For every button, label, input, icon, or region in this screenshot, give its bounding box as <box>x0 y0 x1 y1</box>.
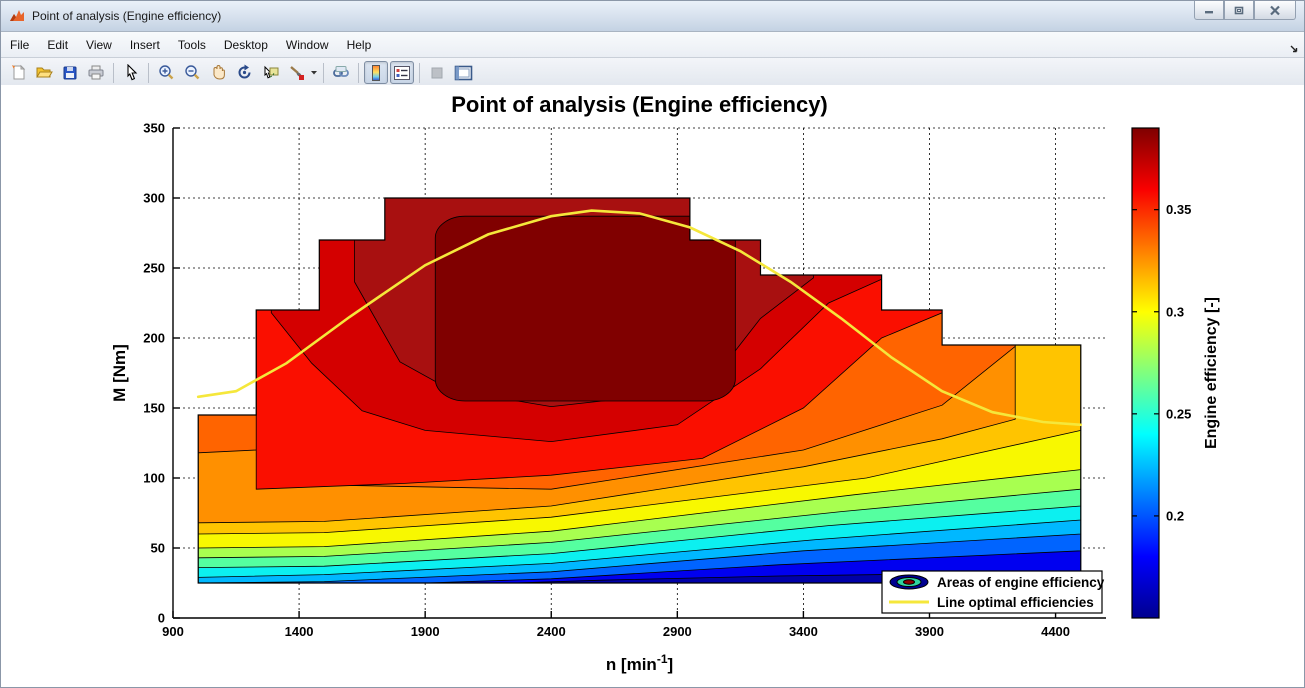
svg-text:4400: 4400 <box>1041 624 1070 639</box>
edit-plot-button[interactable] <box>119 61 143 84</box>
svg-text:2900: 2900 <box>663 624 692 639</box>
svg-text:250: 250 <box>143 261 165 276</box>
menu-window[interactable]: Window <box>285 37 329 52</box>
menu-edit[interactable]: Edit <box>47 37 69 52</box>
colorbar-icon <box>372 64 380 81</box>
title-bar[interactable]: Point of analysis (Engine efficiency) <box>1 1 1304 32</box>
svg-text:2400: 2400 <box>537 624 566 639</box>
figure-canvas: 900 1400 1900 2400 2900 3400 3900 4400 0 50 100 150… <box>1 85 1305 688</box>
legend-entry-areas: Areas of engine efficiency <box>937 575 1105 590</box>
svg-text:1400: 1400 <box>285 624 314 639</box>
legend[interactable]: Areas of engine efficiency Line optimal e… <box>881 570 1105 614</box>
menu-desktop[interactable]: Desktop <box>223 37 268 52</box>
menu-help[interactable]: Help <box>346 37 372 52</box>
svg-text:200: 200 <box>143 331 165 346</box>
brush-data-button[interactable] <box>284 61 308 84</box>
arrow-cursor-icon <box>126 64 137 81</box>
open-file-button[interactable] <box>32 61 56 84</box>
toolbar-separator <box>419 62 420 83</box>
new-document-icon <box>11 64 25 80</box>
svg-text:150: 150 <box>143 401 165 416</box>
optimal-efficiency-line <box>196 209 1083 427</box>
menu-bar: File Edit View Insert Tools Desktop Wind… <box>1 32 1304 58</box>
new-figure-button[interactable] <box>6 61 30 84</box>
hide-plot-tools-button[interactable] <box>425 61 449 84</box>
engine-map-boundary <box>197 197 1082 584</box>
hide-plot-tools-icon <box>431 67 443 78</box>
window-controls <box>1194 1 1296 20</box>
menu-file[interactable]: File <box>10 37 30 52</box>
insert-colorbar-button[interactable] <box>364 61 388 84</box>
zoom-in-button[interactable] <box>154 61 178 84</box>
menu-view[interactable]: View <box>86 37 112 52</box>
svg-text:3900: 3900 <box>915 624 944 639</box>
plot-title: Point of analysis (Engine efficiency) <box>451 92 828 117</box>
svg-text:300: 300 <box>143 191 165 206</box>
toolbar-separator <box>358 62 359 83</box>
menu-tools[interactable]: Tools <box>177 37 206 52</box>
colorbar[interactable]: 0.2 0.25 0.3 0.35 Engine efficiency [-] <box>1131 127 1220 619</box>
svg-text:50: 50 <box>151 541 165 556</box>
matlab-logo-icon <box>8 7 26 25</box>
svg-text:100: 100 <box>143 471 165 486</box>
menubar-overflow-arrow-icon[interactable] <box>1289 40 1298 58</box>
close-button[interactable] <box>1254 1 1296 20</box>
figure-toolbar <box>1 58 1304 88</box>
y-axis-label: M [Nm] <box>110 344 129 402</box>
minimize-button[interactable] <box>1194 1 1224 20</box>
svg-text:3400: 3400 <box>789 624 818 639</box>
legend-entry-line: Line optimal efficiencies <box>937 595 1094 610</box>
svg-text:0.25: 0.25 <box>1166 406 1191 421</box>
toolbar-separator <box>323 62 324 83</box>
brush-dropdown-caret-icon[interactable] <box>309 61 319 84</box>
x-axis-label: n [min-1] <box>606 652 673 674</box>
print-figure-button[interactable] <box>84 61 108 84</box>
contour-bands <box>198 198 1081 583</box>
window-title: Point of analysis (Engine efficiency) <box>32 9 222 23</box>
svg-text:0: 0 <box>158 611 165 626</box>
restore-button[interactable] <box>1224 1 1254 20</box>
show-plot-tools-dock-button[interactable] <box>451 61 475 84</box>
insert-legend-button[interactable] <box>390 61 414 84</box>
svg-text:0.2: 0.2 <box>1166 508 1184 523</box>
printer-icon <box>88 65 104 79</box>
toolbar-separator <box>113 62 114 83</box>
pan-button[interactable] <box>206 61 230 84</box>
zoom-out-icon <box>184 65 199 80</box>
save-floppy-icon <box>63 66 77 79</box>
open-folder-icon <box>36 67 53 78</box>
toolbar-separator <box>148 62 149 83</box>
svg-text:0.35: 0.35 <box>1166 202 1191 217</box>
link-chain-icon <box>333 65 349 77</box>
svg-text:0.3: 0.3 <box>1166 304 1184 319</box>
brush-icon <box>289 66 304 80</box>
data-cursor-button[interactable] <box>258 61 282 84</box>
rotate-icon <box>238 64 250 79</box>
zoom-out-button[interactable] <box>180 61 204 84</box>
svg-text:1900: 1900 <box>411 624 440 639</box>
svg-text:350: 350 <box>143 121 165 136</box>
zoom-in-icon <box>158 65 173 80</box>
dock-figure-icon <box>454 65 472 80</box>
legend-icon <box>394 65 410 80</box>
hand-pan-icon <box>213 64 225 80</box>
rotate-3d-button[interactable] <box>232 61 256 84</box>
data-cursor-icon <box>264 65 278 79</box>
menu-insert[interactable]: Insert <box>129 37 160 52</box>
contour-plot[interactable]: 900 1400 1900 2400 2900 3400 3900 4400 0 50 100 150… <box>1 85 1305 688</box>
link-plot-button[interactable] <box>329 61 353 84</box>
save-figure-button[interactable] <box>58 61 82 84</box>
svg-text:900: 900 <box>162 624 184 639</box>
colorbar-label: Engine efficiency [-] <box>1203 297 1220 449</box>
axes <box>172 127 1106 619</box>
